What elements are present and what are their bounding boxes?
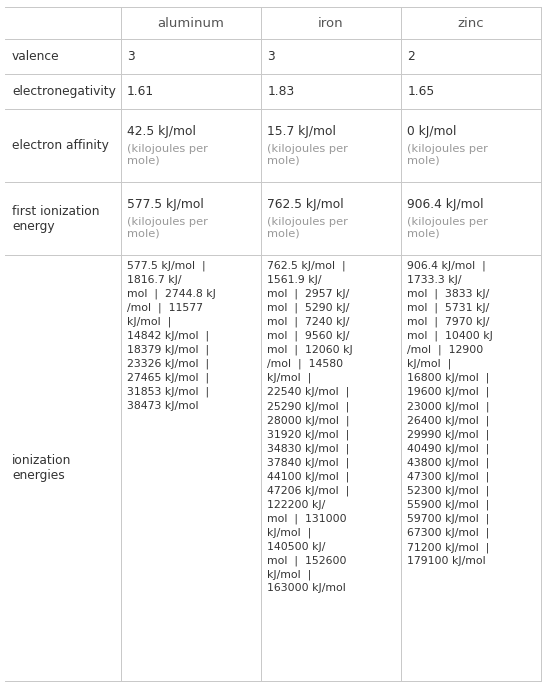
Text: (kilojoules per
mole): (kilojoules per mole) [127,144,208,165]
Text: first ionization
energy: first ionization energy [12,204,99,233]
Text: 762.5 kJ/mol  |
1561.9 kJ/
mol  |  2957 kJ/
mol  |  5290 kJ/
mol  |  7240 kJ/
mo: 762.5 kJ/mol | 1561.9 kJ/ mol | 2957 kJ/… [267,261,353,593]
Text: ionization
energies: ionization energies [12,454,72,482]
Text: electron affinity: electron affinity [12,139,109,152]
Text: 906.4 kJ/mol: 906.4 kJ/mol [407,197,484,211]
Text: 577.5 kJ/mol: 577.5 kJ/mol [127,197,204,211]
Text: 2: 2 [407,50,415,63]
Text: 42.5 kJ/mol: 42.5 kJ/mol [127,125,196,138]
Text: 3: 3 [127,50,135,63]
Text: aluminum: aluminum [157,17,224,30]
Text: 762.5 kJ/mol: 762.5 kJ/mol [267,197,344,211]
Text: 1.83: 1.83 [267,85,294,98]
Text: 577.5 kJ/mol  |
1816.7 kJ/
mol  |  2744.8 kJ
/mol  |  11577
kJ/mol  |
14842 kJ/m: 577.5 kJ/mol | 1816.7 kJ/ mol | 2744.8 k… [127,261,216,411]
Text: electronegativity: electronegativity [12,85,116,98]
Text: 0 kJ/mol: 0 kJ/mol [407,125,457,138]
Text: (kilojoules per
mole): (kilojoules per mole) [407,144,488,165]
Text: (kilojoules per
mole): (kilojoules per mole) [267,217,348,238]
Text: 1.61: 1.61 [127,85,154,98]
Text: zinc: zinc [458,17,484,30]
Text: 15.7 kJ/mol: 15.7 kJ/mol [267,125,336,138]
Text: (kilojoules per
mole): (kilojoules per mole) [407,217,488,238]
Text: iron: iron [318,17,343,30]
Text: 3: 3 [267,50,275,63]
Text: (kilojoules per
mole): (kilojoules per mole) [267,144,348,165]
Text: valence: valence [12,50,60,63]
Text: 1.65: 1.65 [407,85,435,98]
Text: (kilojoules per
mole): (kilojoules per mole) [127,217,208,238]
Text: 906.4 kJ/mol  |
1733.3 kJ/
mol  |  3833 kJ/
mol  |  5731 kJ/
mol  |  7970 kJ/
mo: 906.4 kJ/mol | 1733.3 kJ/ mol | 3833 kJ/… [407,261,494,566]
